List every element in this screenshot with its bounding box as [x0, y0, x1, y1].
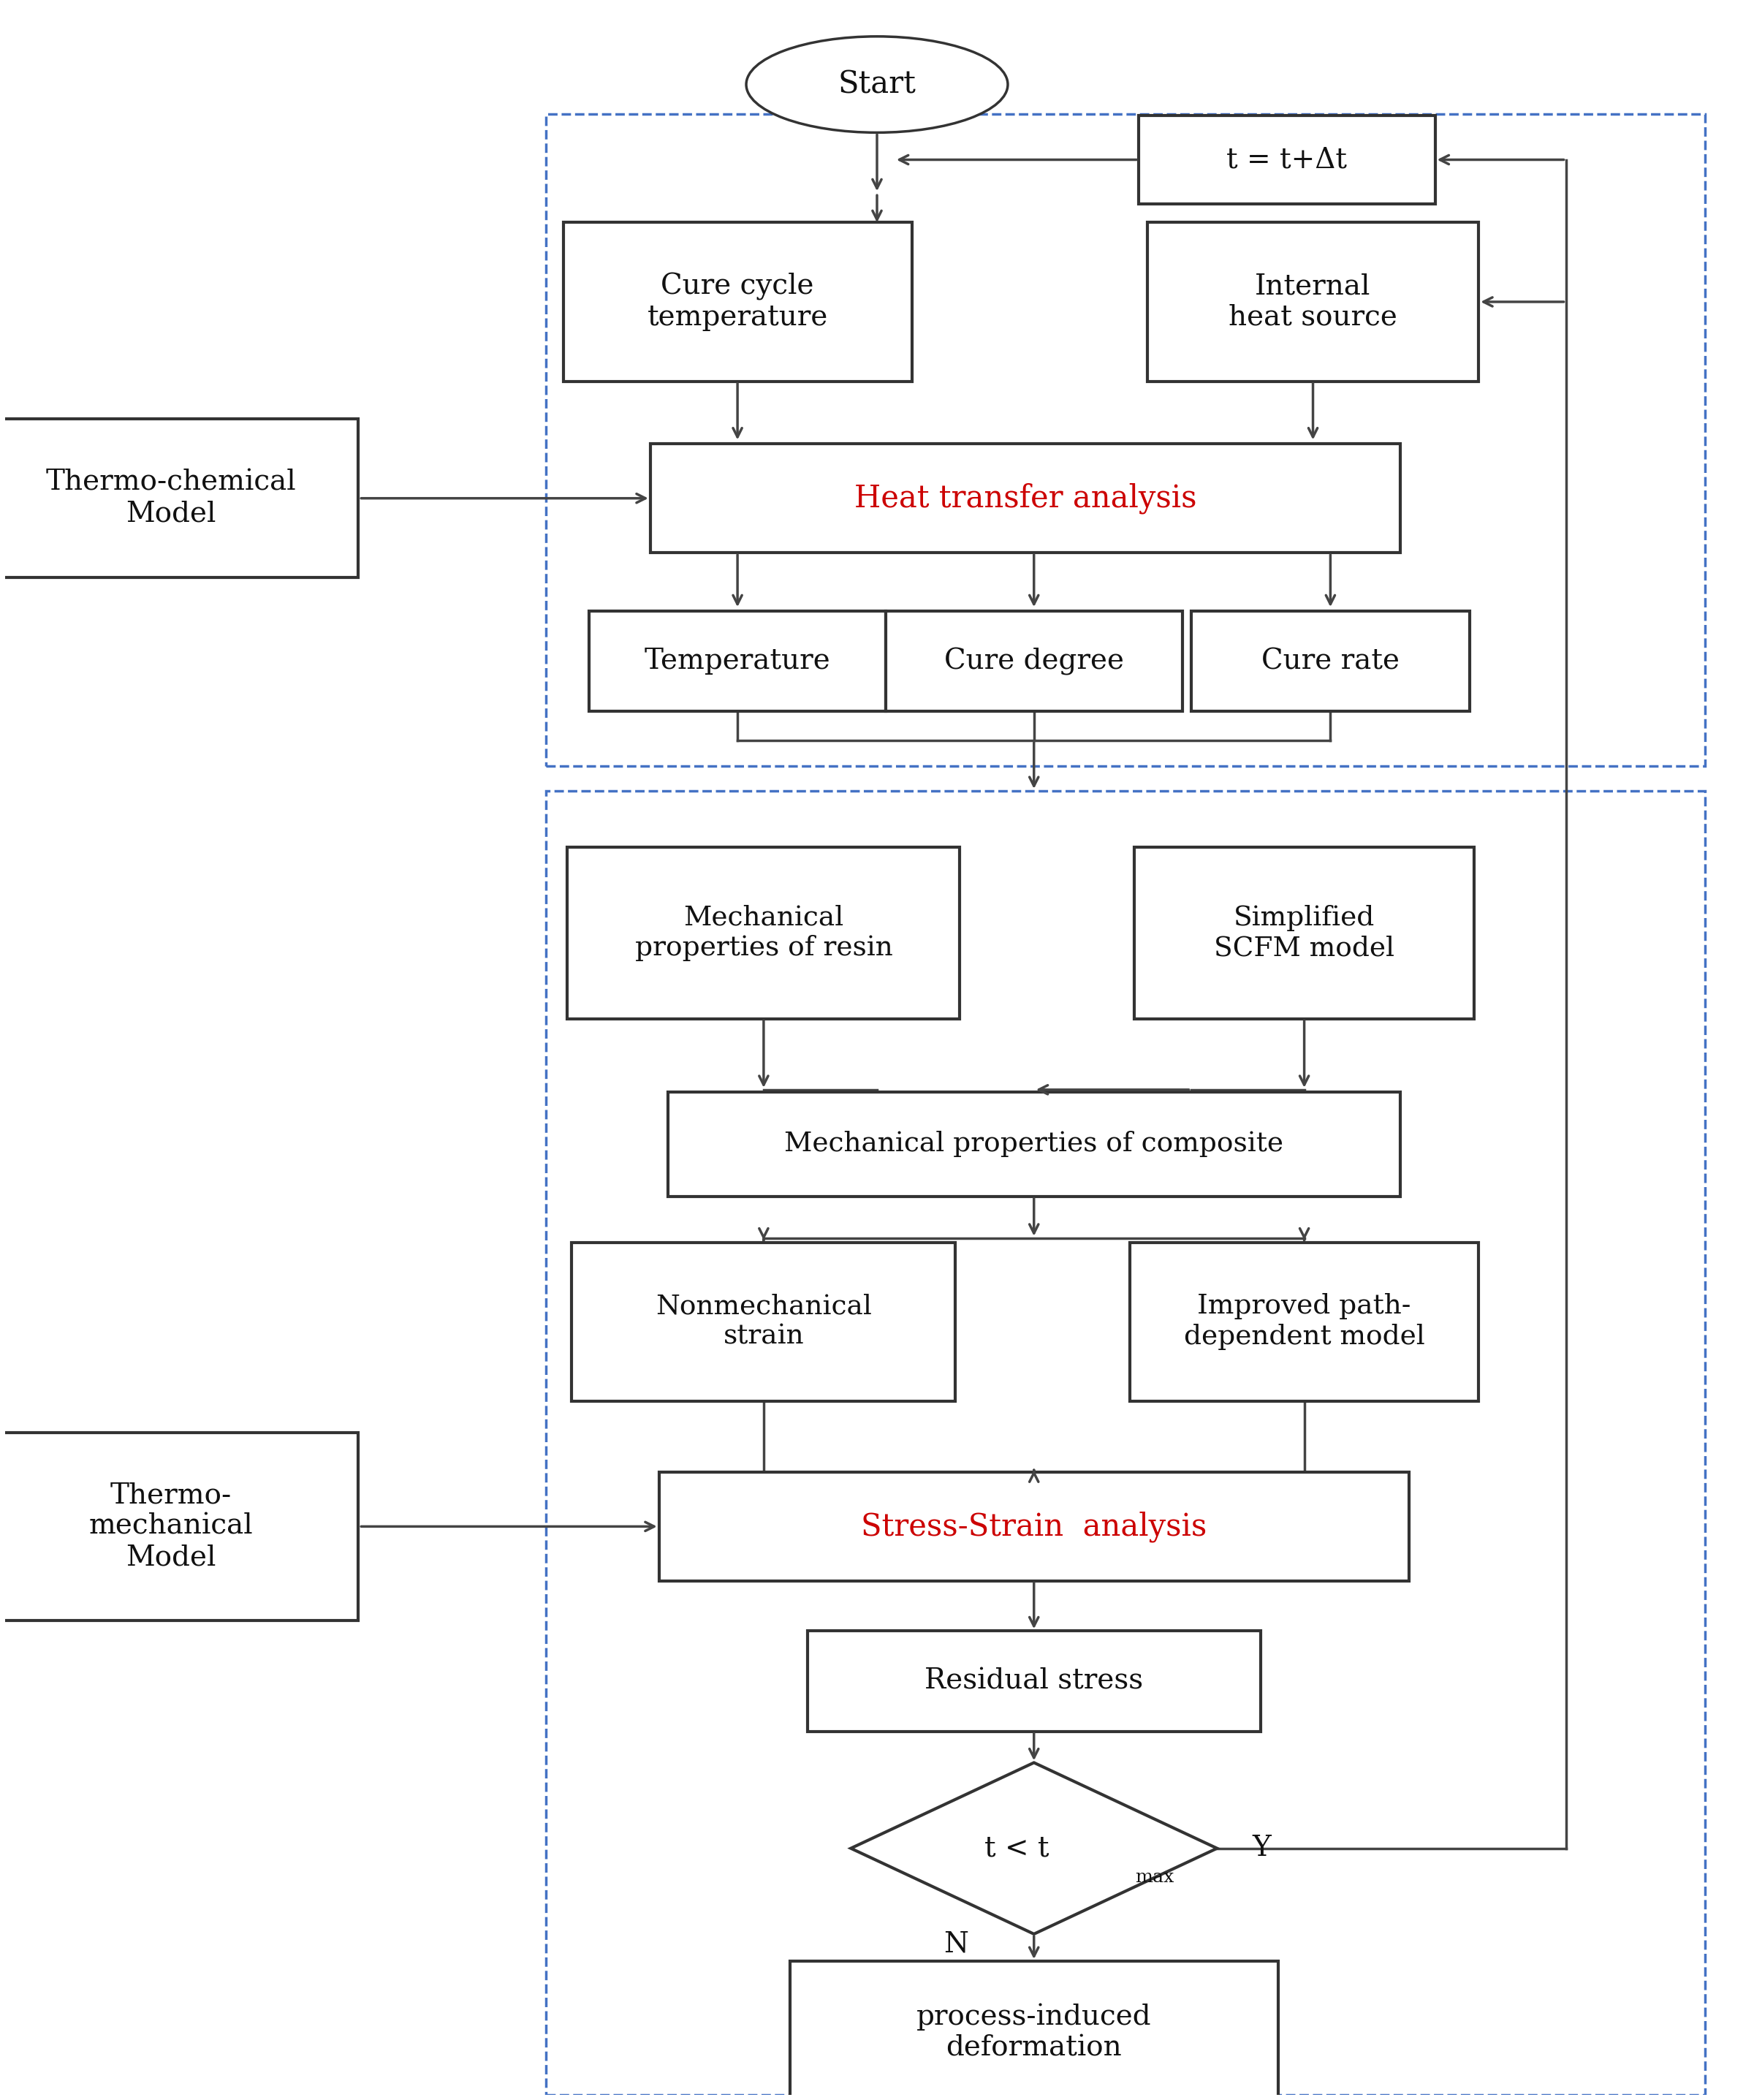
Text: max: max — [1135, 1869, 1173, 1886]
Bar — [545, 113, 1705, 766]
Text: Mechanical properties of composite: Mechanical properties of composite — [784, 1132, 1284, 1157]
FancyBboxPatch shape — [660, 1472, 1408, 1581]
Text: process-induced
deformation: process-induced deformation — [916, 2003, 1151, 2062]
Text: Residual stress: Residual stress — [924, 1667, 1144, 1695]
FancyBboxPatch shape — [0, 418, 358, 578]
FancyBboxPatch shape — [563, 223, 912, 382]
FancyBboxPatch shape — [572, 1243, 956, 1401]
FancyBboxPatch shape — [0, 1432, 358, 1621]
Text: Temperature: Temperature — [644, 647, 831, 674]
Text: Start: Start — [838, 69, 916, 101]
Text: Nonmechanical
strain: Nonmechanical strain — [656, 1294, 872, 1350]
Text: Cure cycle
temperature: Cure cycle temperature — [647, 273, 828, 332]
Text: Thermo-chemical
Model: Thermo-chemical Model — [46, 468, 296, 527]
FancyBboxPatch shape — [1138, 116, 1435, 204]
Polygon shape — [851, 1762, 1217, 1934]
FancyBboxPatch shape — [1130, 1243, 1479, 1401]
FancyBboxPatch shape — [1147, 223, 1479, 382]
FancyBboxPatch shape — [589, 611, 886, 712]
Text: Improved path-
dependent model: Improved path- dependent model — [1184, 1294, 1424, 1350]
Text: t < t: t < t — [984, 1835, 1049, 1863]
FancyBboxPatch shape — [1135, 846, 1475, 1018]
FancyBboxPatch shape — [651, 443, 1400, 552]
FancyBboxPatch shape — [807, 1632, 1261, 1730]
Text: Cure degree: Cure degree — [944, 647, 1124, 676]
Text: Mechanical
properties of resin: Mechanical properties of resin — [635, 905, 893, 962]
Text: Heat transfer analysis: Heat transfer analysis — [854, 483, 1196, 514]
Text: N: N — [944, 1930, 968, 1957]
Text: Thermo-
mechanical
Model: Thermo- mechanical Model — [89, 1483, 253, 1571]
Text: Internal
heat source: Internal heat source — [1228, 273, 1398, 332]
Text: Stress-Strain  analysis: Stress-Strain analysis — [861, 1512, 1207, 1541]
Text: Simplified
SCFM model: Simplified SCFM model — [1214, 905, 1394, 962]
Text: t = t+Δt: t = t+Δt — [1226, 147, 1347, 172]
FancyBboxPatch shape — [789, 1961, 1279, 2100]
Ellipse shape — [745, 36, 1009, 132]
Bar — [545, 792, 1705, 2096]
FancyBboxPatch shape — [568, 846, 959, 1018]
FancyBboxPatch shape — [1191, 611, 1470, 712]
FancyBboxPatch shape — [886, 611, 1182, 712]
FancyBboxPatch shape — [668, 1092, 1400, 1197]
Text: Cure rate: Cure rate — [1261, 647, 1400, 674]
Text: Y: Y — [1252, 1835, 1270, 1863]
